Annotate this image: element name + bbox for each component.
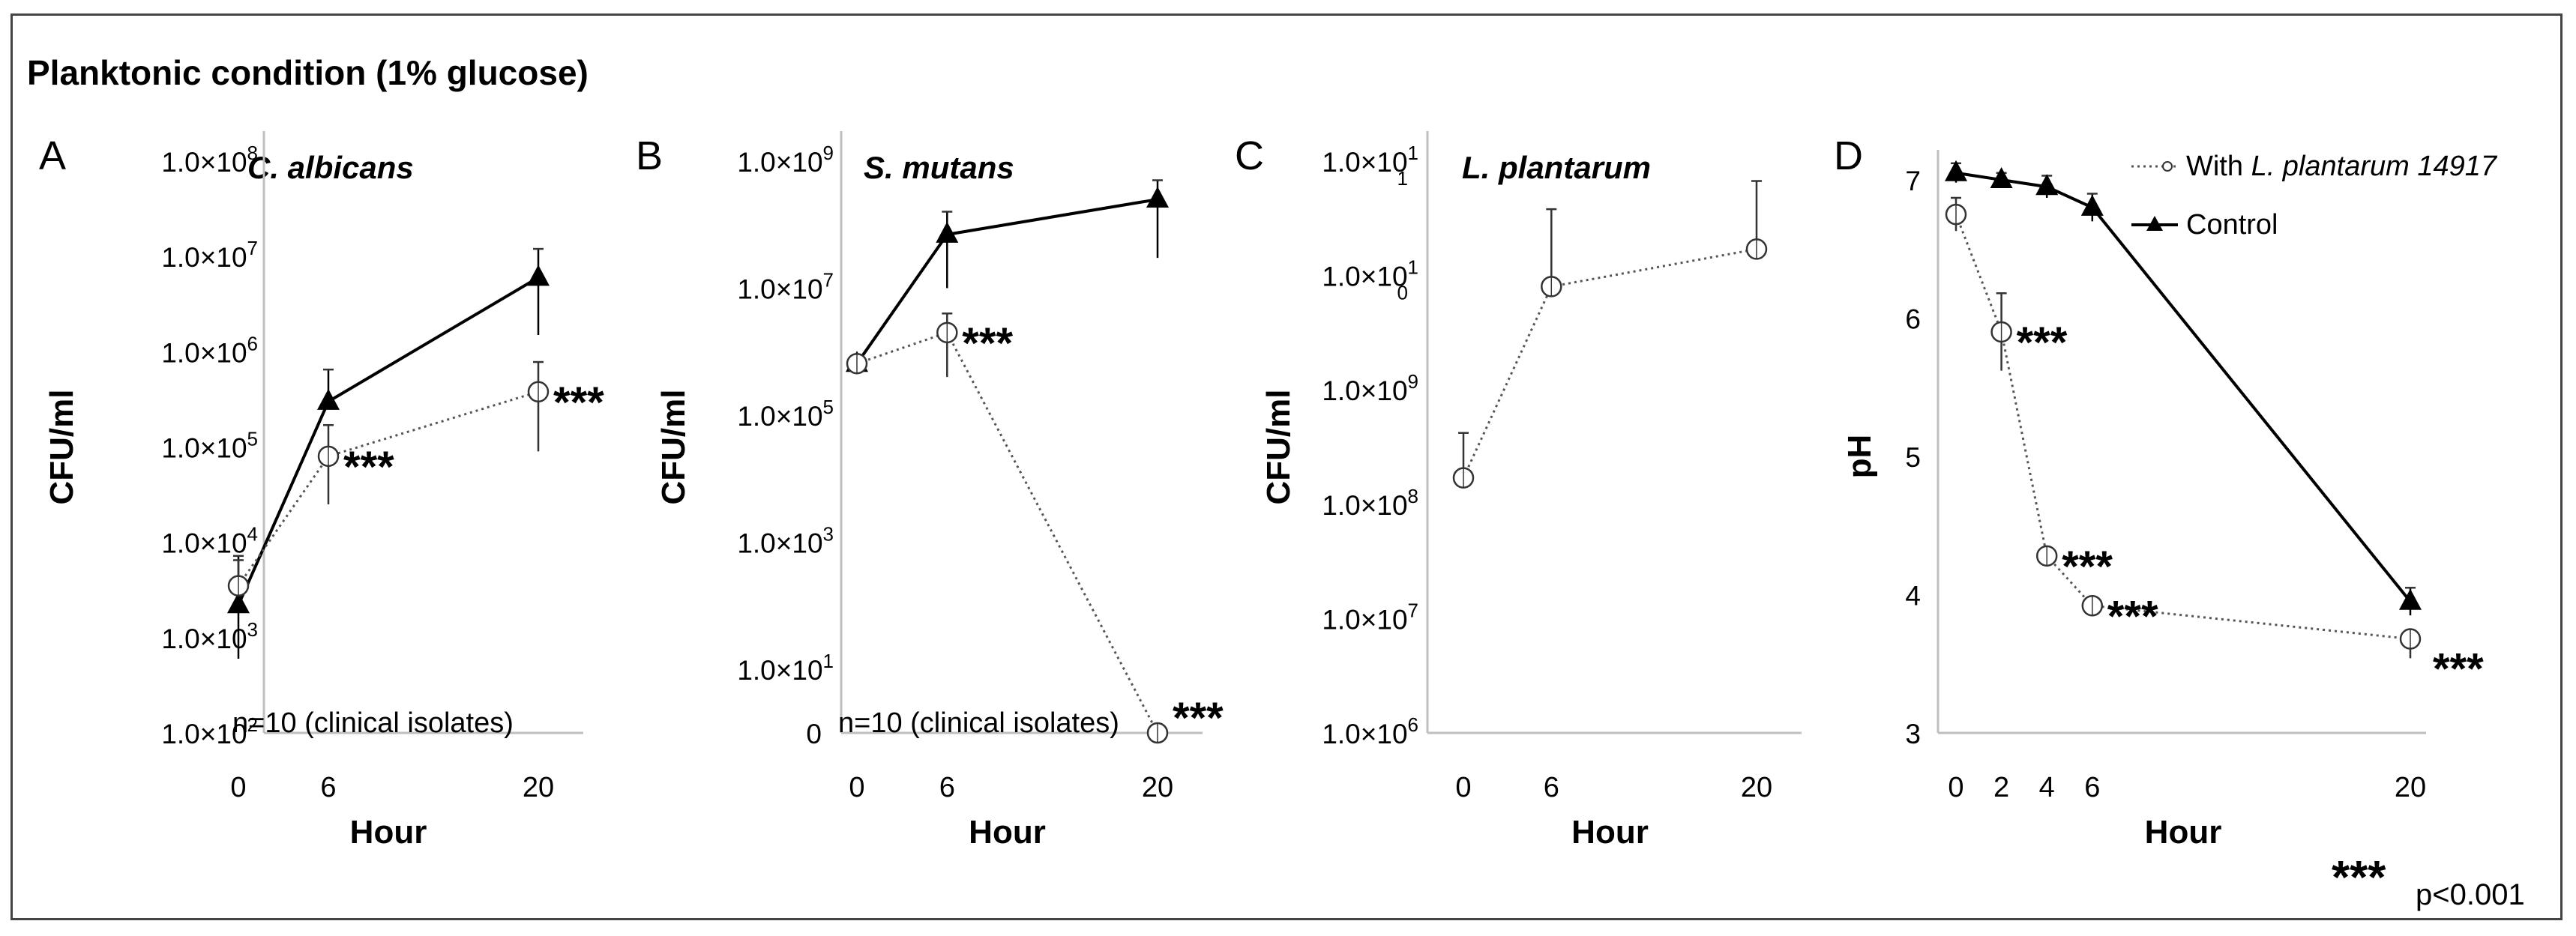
y-tick-label: 1.0×106 xyxy=(161,332,258,368)
series-line xyxy=(1954,214,2411,641)
x-tick-label: 6 xyxy=(939,772,955,803)
panel-letter: D xyxy=(1834,133,1863,178)
significance-annotation: *** xyxy=(2017,318,2068,367)
y-tick-label: 1.0×101 0 xyxy=(1322,256,1418,304)
x-tick-label: 6 xyxy=(1544,772,1559,803)
figure-title: Planktonic condition (1% glucose) xyxy=(27,53,589,92)
panel-letter: C xyxy=(1235,133,1264,178)
x-tick-label: 20 xyxy=(2395,772,2426,803)
y-tick-label: 1.0×102 xyxy=(161,713,258,749)
significance-annotation: *** xyxy=(2433,645,2484,694)
significance-stars: *** xyxy=(2332,852,2386,904)
significance-text: p<0.001 xyxy=(2416,878,2525,911)
y-tick-label: 1.0×103 xyxy=(737,523,834,559)
y-tick-label: 6 xyxy=(1905,304,1921,335)
panel-b: B S. mutans 0 1.0×101 1.0×103 1.0×105 1.0×107 1… xyxy=(636,131,1224,851)
panel-letter: A xyxy=(39,133,66,178)
x-tick-label: 0 xyxy=(1455,772,1471,803)
y-tick-label: 1.0×109 xyxy=(737,142,834,178)
y-axis-label: CFU/ml xyxy=(1260,390,1297,505)
significance-annotation: *** xyxy=(2107,592,2158,641)
triangle-marker xyxy=(2035,174,2059,196)
y-tick-label: 1.0×109 xyxy=(1322,370,1418,406)
panel-c: C L. plantarum 1.0×106 1.0×107 1.0×108 1.0×10… xyxy=(1235,131,1802,851)
triangle-marker xyxy=(317,388,340,410)
triangle-marker xyxy=(2080,194,2104,216)
series-l-plantarum xyxy=(1452,180,1768,489)
y-axis-label: CFU/ml xyxy=(655,390,692,505)
triangle-marker xyxy=(1990,167,2013,188)
x-axis-label: Hour xyxy=(969,814,1046,851)
y-tick-label: 1.0×101 1 xyxy=(1322,142,1418,190)
series-l-plantarum xyxy=(1945,196,2422,659)
y-tick-label: 1.0×108 xyxy=(1322,485,1418,521)
legend: With L. plantarum 14917 Control xyxy=(2131,151,2498,241)
x-tick-label: 0 xyxy=(230,772,246,803)
y-axis-label: pH xyxy=(1841,435,1878,479)
y-tick-label: 1.0×107 xyxy=(161,237,258,273)
sample-note: n=10 (clinical isolates) xyxy=(838,707,1119,739)
legend-circle-marker xyxy=(2162,161,2173,172)
x-axis-label: Hour xyxy=(1571,814,1649,851)
significance-annotation: *** xyxy=(1173,694,1224,743)
sample-note: n=10 (clinical isolates) xyxy=(232,707,514,739)
x-tick-label: 0 xyxy=(849,772,864,803)
x-tick-label: 20 xyxy=(523,772,554,803)
significance-annotation: *** xyxy=(2062,543,2113,591)
significance-annotation: *** xyxy=(343,443,394,492)
x-axis-label: Hour xyxy=(350,814,427,851)
triangle-marker xyxy=(1945,160,1967,181)
x-tick-label: 2 xyxy=(1993,772,2009,803)
y-tick-label: 4 xyxy=(1905,581,1921,612)
series-control xyxy=(227,247,550,659)
series-line xyxy=(1462,247,1757,479)
triangle-marker xyxy=(227,592,250,614)
y-tick-label: 5 xyxy=(1905,442,1921,473)
y-tick-label: 1.0×101 xyxy=(737,650,834,686)
panel-title: S. mutans xyxy=(864,150,1014,185)
y-tick-label: 1.0×107 xyxy=(1322,599,1418,635)
x-tick-label: 20 xyxy=(1142,772,1173,803)
y-tick-label: 1.0×108 xyxy=(161,142,258,178)
y-tick-label: 1.0×103 xyxy=(161,618,258,654)
x-tick-label: 6 xyxy=(2084,772,2100,803)
series-control xyxy=(1945,160,2422,616)
series-l-plantarum xyxy=(846,312,1169,744)
legend-label: With L. plantarum 14917 xyxy=(2186,151,2498,182)
series-l-plantarum xyxy=(227,360,550,597)
y-tick-label: 1.0×107 xyxy=(737,269,834,305)
y-tick-label: 1.0×104 xyxy=(161,523,258,559)
y-tick-label: 1.0×106 xyxy=(1322,713,1418,749)
panel-a: A C. albicans 1.0×102 1.0×103 1.0×104 1.0×105… xyxy=(39,131,604,851)
panel-letter: B xyxy=(636,133,663,178)
panel-title: L. plantarum xyxy=(1462,150,1651,185)
significance-annotation: *** xyxy=(553,378,604,427)
triangle-marker xyxy=(2399,588,2422,610)
series-line xyxy=(237,276,540,606)
x-tick-label: 4 xyxy=(2039,772,2055,803)
y-tick-label: 0 xyxy=(806,719,822,749)
triangle-marker xyxy=(936,221,959,243)
x-tick-label: 6 xyxy=(320,772,336,803)
panel-title: C. albicans xyxy=(247,150,414,185)
y-axis-label: CFU/ml xyxy=(43,390,80,505)
y-tick-label: 1.0×105 xyxy=(737,396,834,432)
series-line xyxy=(1955,171,2412,603)
figure-frame xyxy=(10,13,2563,920)
x-axis-label: Hour xyxy=(2145,814,2222,851)
x-tick-label: 0 xyxy=(1948,772,1963,803)
y-tick-label: 7 xyxy=(1905,166,1921,196)
triangle-marker xyxy=(527,265,550,286)
triangle-marker xyxy=(1146,187,1169,208)
significance-annotation: *** xyxy=(962,319,1013,368)
legend-label: Control xyxy=(2186,209,2278,241)
y-tick-label: 3 xyxy=(1905,719,1921,749)
legend-triangle-marker xyxy=(2146,216,2163,231)
y-tick-label: 1.0×105 xyxy=(161,428,258,464)
series-line xyxy=(856,330,1159,734)
x-tick-label: 20 xyxy=(1741,772,1772,803)
